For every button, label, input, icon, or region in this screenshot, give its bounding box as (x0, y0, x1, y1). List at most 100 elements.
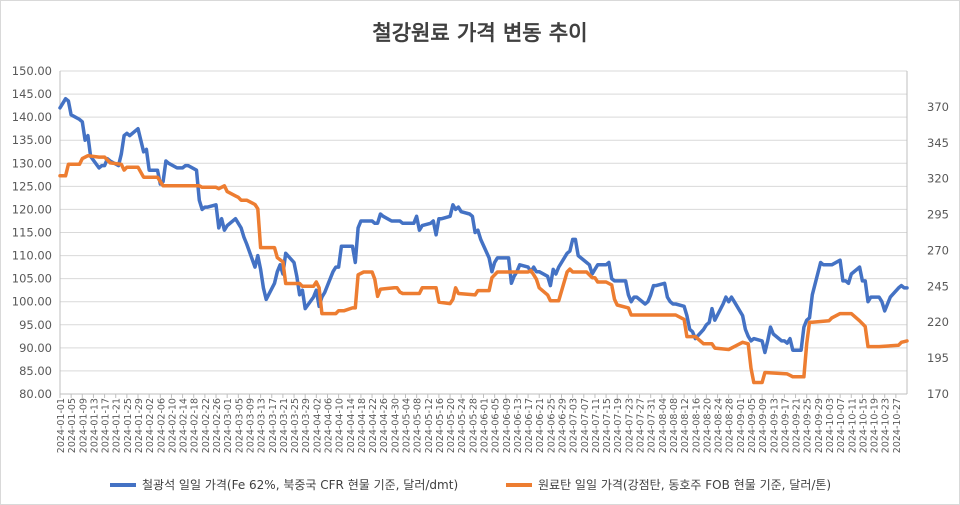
x-tick-label: 2024-09-01 (736, 398, 747, 453)
legend-label-coking-coal: 원료탄 일일 가격(강점탄, 동호주 FOB 현물 기준, 달러/톤) (538, 478, 832, 492)
y-right-tick-label: 320 (927, 172, 949, 186)
x-tick-label: 2024-04-14 (346, 398, 357, 453)
y-left-tick-label: 115.00 (12, 226, 52, 240)
x-tick-label: 2024-05-08 (413, 398, 424, 453)
x-tick-label: 2024-08-16 (691, 398, 702, 453)
x-tick-label: 2024-07-11 (591, 398, 602, 453)
x-tick-label: 2024-02-06 (156, 398, 167, 453)
x-tick-label: 2024-02-02 (145, 398, 156, 453)
y-left-tick-label: 135.00 (12, 133, 52, 147)
x-tick-label: 2024-01-21 (112, 398, 123, 453)
y-left-tick-label: 120.00 (12, 202, 52, 216)
x-tick-label: 2024-03-01 (223, 398, 234, 453)
x-tick-label: 2024-06-21 (535, 398, 546, 453)
series-line-iron-ore (58, 96, 909, 355)
x-tick-label: 2024-04-06 (323, 398, 334, 453)
chart-title: 철강원료 가격 변동 추이 (372, 21, 588, 45)
x-tick-label: 2024-10-27 (892, 398, 903, 453)
y-left-tick-label: 125.00 (12, 179, 52, 193)
x-tick-label: 2024-06-13 (513, 398, 524, 453)
y-left-tick-label: 130.00 (12, 156, 52, 170)
x-tick-label: 2024-09-13 (769, 398, 780, 453)
x-tick-label: 2024-04-10 (335, 398, 346, 453)
x-tick-label: 2024-10-07 (836, 398, 847, 453)
y-right-tick-label: 295 (927, 208, 949, 222)
x-tick-label: 2024-09-09 (758, 398, 769, 453)
y-left-tick-label: 150.00 (12, 64, 52, 78)
x-tick-label: 2024-07-27 (636, 398, 647, 453)
y-left-tick-label: 140.00 (12, 110, 52, 124)
y-left-tick-label: 80.00 (19, 387, 52, 401)
y-left-tick-label: 145.00 (12, 87, 52, 101)
legend-item-coking-coal: 원료탄 일일 가격(강점탄, 동호주 FOB 현물 기준, 달러/톤) (506, 476, 831, 493)
x-tick-label: 2024-02-14 (179, 398, 190, 453)
x-tick-label: 2024-06-09 (502, 398, 513, 453)
legend-swatch-iron-ore (110, 482, 136, 487)
x-tick-label: 2024-03-29 (301, 398, 312, 453)
y-left-tick-label: 105.00 (12, 272, 52, 286)
x-tick-label: 2024-09-21 (792, 398, 803, 453)
y-left-tick-label: 110.00 (12, 249, 52, 263)
x-tick-label: 2024-05-20 (446, 398, 457, 453)
legend-swatch-coking-coal (506, 482, 532, 487)
x-tick-label: 2024-10-11 (847, 398, 858, 453)
x-tick-label: 2024-04-26 (379, 398, 390, 453)
x-tick-label: 2024-09-25 (803, 398, 814, 453)
x-tick-label: 2024-07-23 (624, 398, 635, 453)
x-tick-label: 2024-06-05 (491, 398, 502, 453)
x-tick-label: 2024-02-22 (201, 398, 212, 453)
x-tick-label: 2024-10-23 (881, 398, 892, 453)
series-line-coking-coal (58, 153, 909, 385)
x-tick-label: 2024-01-05 (67, 398, 78, 453)
x-tick-label: 2024-09-17 (780, 398, 791, 453)
y-left-tick-label: 95.00 (19, 318, 52, 332)
y-right-tick-label: 370 (927, 100, 949, 114)
x-tick-label: 2024-10-15 (858, 398, 869, 453)
x-tick-label: 2024-06-17 (524, 398, 535, 453)
y-right-tick-label: 220 (927, 315, 949, 329)
x-tick-label: 2024-05-28 (468, 398, 479, 453)
x-tick-label: 2024-04-22 (368, 398, 379, 453)
x-tick-label: 2024-01-09 (78, 398, 89, 453)
x-tick-label: 2024-09-29 (814, 398, 825, 453)
y-left-tick-label: 85.00 (19, 364, 52, 378)
x-tick-label: 2024-06-29 (558, 398, 569, 453)
x-tick-label: 2024-03-05 (234, 398, 245, 453)
x-tick-label: 2024-08-24 (714, 398, 725, 453)
x-tick-label: 2024-07-31 (647, 398, 658, 453)
x-tick-label: 2024-05-24 (457, 398, 468, 453)
x-tick-label: 2024-07-03 (569, 398, 580, 453)
y-left-tick-label: 90.00 (19, 341, 52, 355)
x-tick-label: 2024-03-13 (257, 398, 268, 453)
x-tick-label: 2024-07-15 (602, 398, 613, 453)
x-tick-label: 2024-01-13 (89, 398, 100, 453)
x-tick-label: 2024-07-07 (580, 398, 591, 453)
x-tick-label: 2024-05-12 (424, 398, 435, 453)
y-right-tick-label: 270 (927, 243, 949, 257)
x-tick-label: 2024-02-10 (167, 398, 178, 453)
x-tick-label: 2024-03-21 (279, 398, 290, 453)
x-tick-label: 2024-02-26 (212, 398, 223, 453)
legend-label-iron-ore: 철광석 일일 가격(Fe 62%, 북중국 CFR 현물 기준, 달러/dmt) (142, 478, 459, 492)
y-left-tick-label: 100.00 (12, 295, 52, 309)
x-tick-label: 2024-08-20 (702, 398, 713, 453)
x-tick-label: 2024-09-05 (747, 398, 758, 453)
x-tick-label: 2024-04-02 (312, 398, 323, 453)
x-tick-label: 2024-05-16 (435, 398, 446, 453)
x-tick-label: 2024-04-30 (390, 398, 401, 453)
y-right-tick-label: 345 (927, 136, 949, 150)
x-tick-label: 2024-02-18 (190, 398, 201, 453)
x-tick-label: 2024-03-09 (245, 398, 256, 453)
x-tick-label: 2024-01-17 (101, 398, 112, 453)
y-right-tick-label: 195 (927, 351, 949, 365)
x-tick-label: 2024-08-08 (669, 398, 680, 453)
x-tick-label: 2024-08-28 (725, 398, 736, 453)
x-tick-label: 2024-06-25 (546, 398, 557, 453)
x-tick-label: 2024-04-18 (357, 398, 368, 453)
x-tick-label: 2024-06-01 (480, 398, 491, 453)
x-tick-label: 2024-05-04 (401, 398, 412, 453)
x-tick-label: 2024-08-12 (680, 398, 691, 453)
x-tick-label: 2024-10-03 (825, 398, 836, 453)
x-tick-label: 2024-10-19 (870, 398, 881, 453)
